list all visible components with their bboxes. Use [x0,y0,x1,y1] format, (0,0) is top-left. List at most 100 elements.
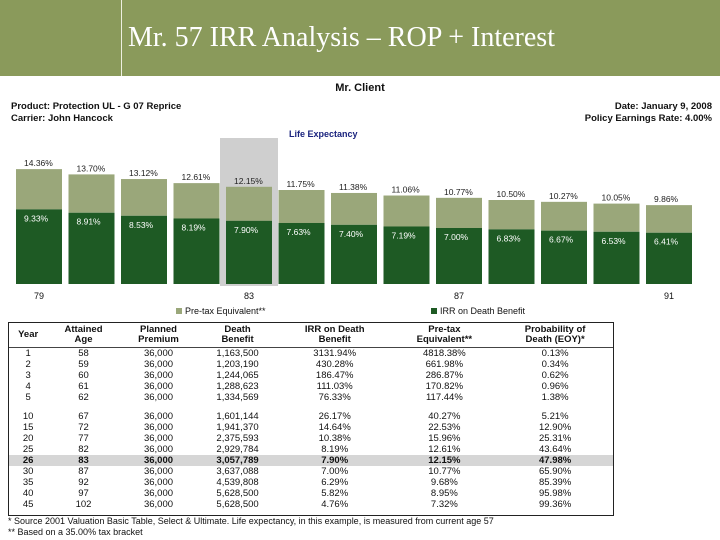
table-cell: 286.87% [425,370,464,381]
irr-data-label: 8.53% [129,220,154,230]
table-cell: 36,000 [143,488,174,499]
pretax-bar [331,192,377,225]
table-row: 15 72 36,000 1,941,370 14.64% 22.53% 12.90% [9,422,613,433]
table-cell: 12.61% [428,444,461,455]
table-cell: 4818.38% [422,348,466,359]
table-cell: 36,000 [143,477,174,488]
table-cell: 95.98% [538,488,572,499]
table-cell: 43.64% [538,444,572,455]
irr-data-label: 8.91% [77,217,102,227]
table-cell: 4,539,808 [216,477,259,488]
column-header-line1: Planned [140,324,177,335]
pretax-bar [16,169,62,210]
irr-bar [436,228,482,284]
pretax-data-label: 9.86% [654,194,679,204]
client-name: Mr. Client [335,82,385,94]
irr-data-label: 9.33% [24,213,49,223]
irr-bar [278,222,325,284]
pretax-bar [541,201,587,231]
table-cell: 61 [78,381,89,392]
life-expectancy-label: Life Expectancy [289,129,358,139]
table-row: 5 62 36,000 1,334,569 76.33% 117.44% 1.38% [9,392,613,403]
footnote-source: * Source 2001 Valuation Basic Table, Sel… [8,516,494,526]
pretax-data-label: 13.70% [77,163,106,173]
column-header: IRR on Death Benefit [277,323,392,348]
table-row: 35 92 36,000 4,539,808 6.29% 9.68% 85.39% [9,477,613,488]
table-cell: 1,601,144 [216,411,259,422]
table-cell: 36,000 [143,411,174,422]
column-header-line1: Death [224,324,251,335]
table-cell: 47.98% [497,455,613,466]
column-header-line1: Pre-tax [428,324,461,335]
table-cell: 14.64% [318,422,351,433]
irr-data-label: 6.67% [549,235,574,245]
table-cell: 36,000 [143,422,174,433]
table-row: 10 67 36,000 1,601,144 26.17% 40.27% 5.21% [9,411,613,422]
table-cell: 1.38% [541,392,569,403]
irr-data-label: 6.41% [654,237,679,247]
table-row: 45 102 36,000 5,628,500 4.76% 7.32% 99.36% [9,499,613,510]
date-line: Date: January 9, 2008 [614,101,712,112]
column-header-line2: Premium [138,334,179,345]
irr-bar [68,212,115,284]
column-header-line2: Benefit [318,334,351,345]
table-cell: 8.19% [321,444,349,455]
table-cell: 35 [22,477,34,488]
table-cell: 1,288,623 [216,381,259,392]
table-cell: 36,000 [143,370,174,381]
header-divider [121,0,122,76]
table-cell: 36,000 [143,381,174,392]
legend-label-irr: IRR on Death Benefit [440,306,526,316]
footnote-tax: ** Based on a 35.00% tax bracket [8,527,143,537]
irr-table: Year Attained Age Planned Premium Death Benefi… [9,323,613,510]
irr-data-label: 7.40% [339,229,364,239]
table-cell: 40.27% [428,411,461,422]
pretax-data-label: 10.27% [549,191,578,201]
table-cell: 99.36% [538,499,572,510]
table-cell: 1,941,370 [216,422,259,433]
pretax-bar [436,197,482,228]
legend-label-pretax: Pre-tax Equivalent** [185,306,266,316]
table-cell: 12.90% [538,422,572,433]
table-cell: 10.77% [428,466,461,477]
table-cell: 3,057,789 [197,455,278,466]
table-cell: 1,334,569 [216,392,259,403]
column-header: Year [9,323,48,348]
legend-swatch-irr [431,308,437,314]
column-header: Probability of Death (EOY)* [497,323,613,348]
age-tick-label: 83 [244,291,254,301]
irr-bar [226,220,272,284]
table-cell: 7.00% [321,466,349,477]
pretax-data-label: 10.50% [497,189,526,199]
table-cell: 430.28% [315,359,354,370]
table-cell: 26 [9,455,48,466]
table-cell: 20 [22,433,34,444]
pretax-bar [173,183,220,219]
table-cell: 25 [22,444,34,455]
pretax-bar [488,200,535,230]
table-cell: 5,628,500 [216,499,259,510]
table-cell: 76.33% [318,392,351,403]
irr-data-label: 8.19% [182,222,207,232]
table-row: 1 58 36,000 1,163,500 3131.94% 4818.38% 0.13% [9,348,613,360]
table-cell: 30 [22,466,34,477]
table-row: 3 60 36,000 1,244,065 186.47% 286.87% 0.62% [9,370,613,381]
table-cell: 82 [78,444,89,455]
table-cell: 67 [78,411,89,422]
table-cell: 36,000 [143,444,174,455]
pretax-data-label: 12.61% [182,172,211,182]
table-cell: 0.62% [541,370,569,381]
table-cell: 1,203,190 [216,359,259,370]
column-header: Death Benefit [197,323,278,348]
irr-bar [541,230,587,284]
pretax-data-label: 11.06% [392,185,421,195]
table-row: 30 87 36,000 3,637,088 7.00% 10.77% 65.90% [9,466,613,477]
irr-data-label: 7.63% [287,227,312,237]
policy-info-right: Date: January 9, 2008 Policy Earnings Ra… [585,101,712,125]
slide-title: Mr. 57 IRR Analysis – ROP + Interest [128,22,555,53]
column-header-line2: Equivalent** [416,334,473,345]
table-cell: 9.68% [430,477,458,488]
pretax-data-label: 11.38% [339,182,368,192]
age-tick-label: 79 [34,291,44,301]
table-cell: 117.44% [425,392,463,403]
